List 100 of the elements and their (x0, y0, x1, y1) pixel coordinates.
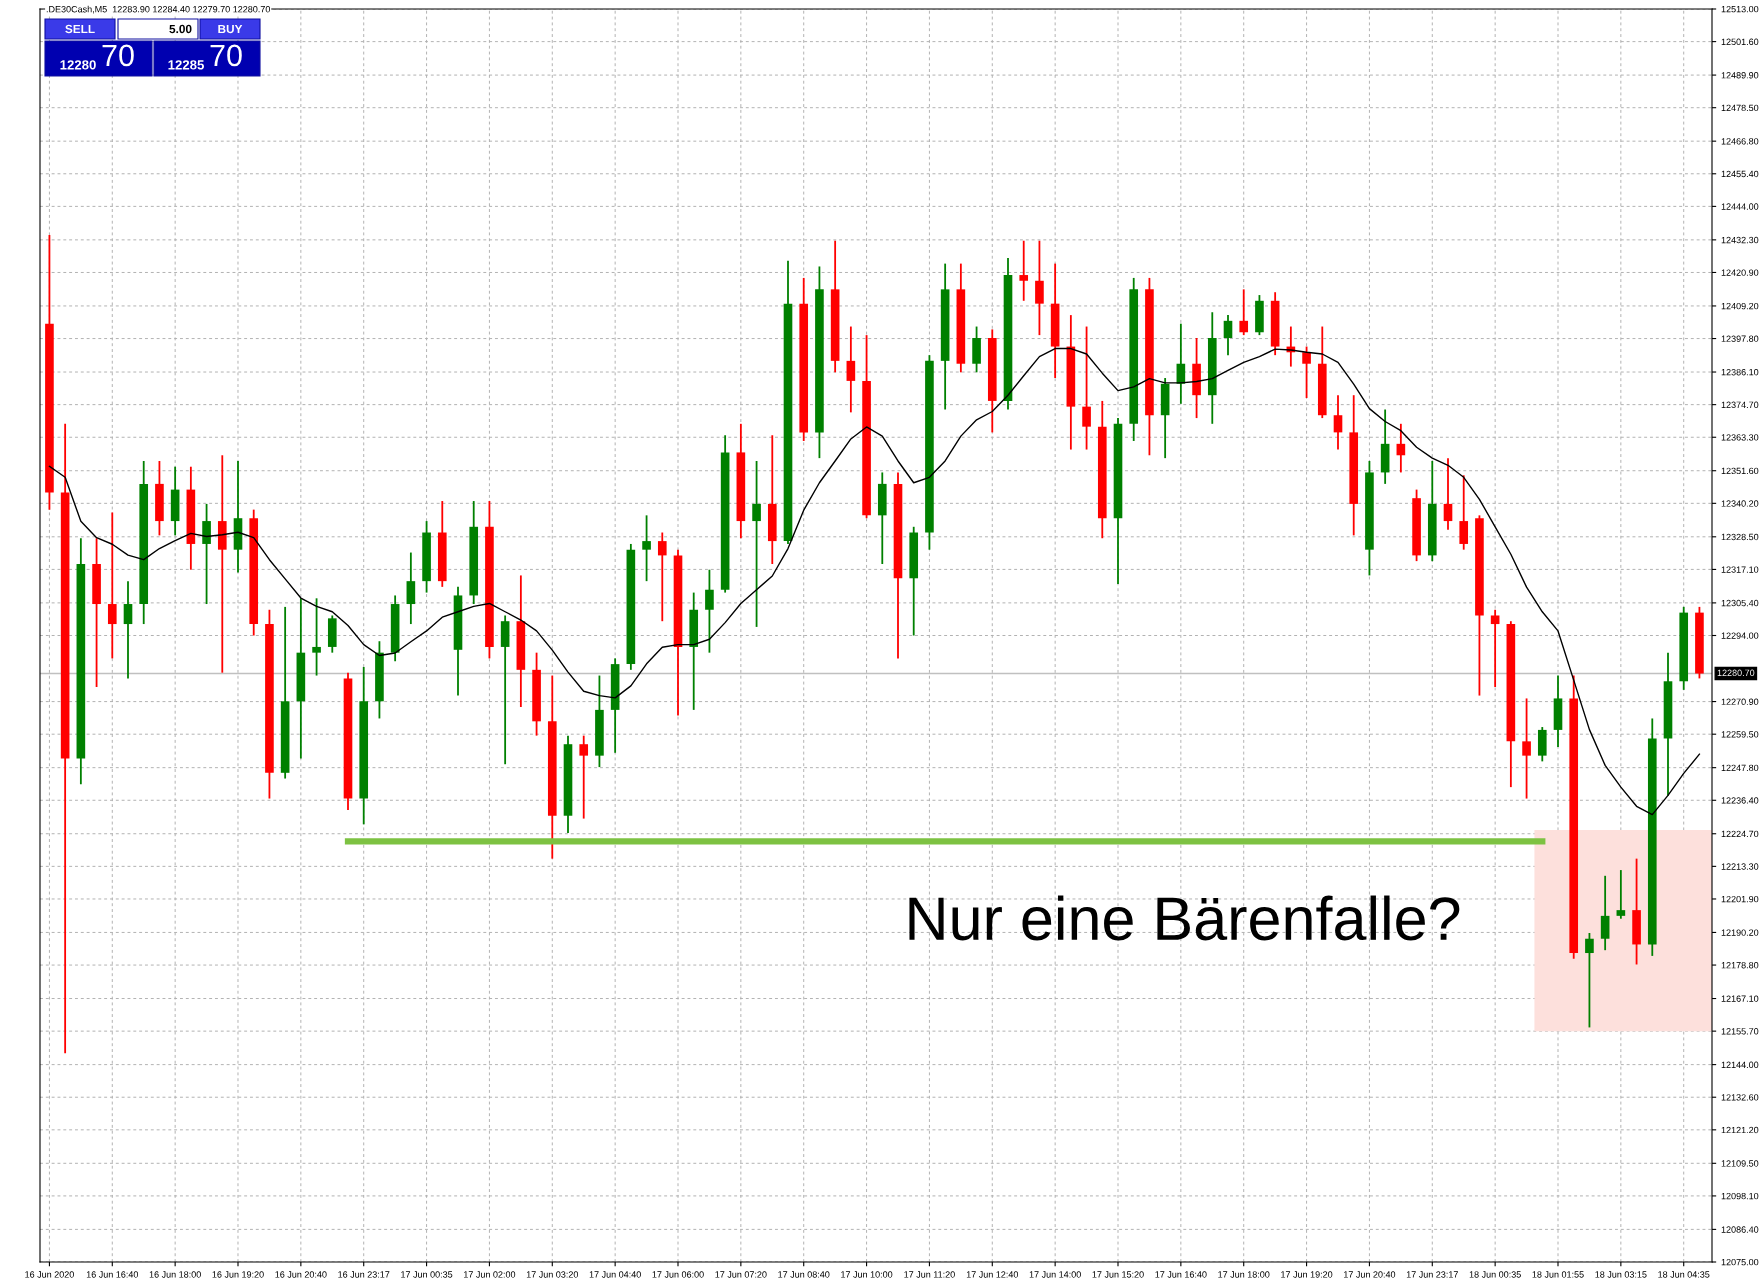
candlestick (579, 734, 589, 820)
candlestick (1522, 697, 1531, 800)
y-tick-label: 12075.00 (1721, 1258, 1759, 1266)
y-tick-label: 12363.30 (1721, 434, 1759, 441)
candlestick (705, 568, 714, 654)
annotation: 5.00 (169, 24, 192, 34)
y-tick-label: 12374.70 (1721, 401, 1759, 408)
ref-line-label: 12280.70 (1717, 669, 1755, 676)
x-tick-label: 17 Jun 10:00 (841, 1271, 893, 1278)
x-tick-label: 17 Jun 02:00 (464, 1271, 516, 1278)
candlestick (1333, 394, 1343, 451)
chart-title: .DE30Cash,M5 12283.90 12284.40 12279.70 12280.70 (46, 5, 271, 14)
candlestick (1035, 239, 1044, 337)
y-tick-label: 12340.20 (1721, 500, 1759, 507)
y-tick-label: 12489.90 (1721, 72, 1759, 79)
candlestick (1082, 325, 1091, 451)
x-tick-label: 17 Jun 12:40 (966, 1271, 1019, 1278)
annotation: 70 (102, 44, 134, 67)
y-tick-label: 12478.50 (1721, 104, 1759, 112)
candlestick (657, 531, 667, 623)
x-tick-label: 16 Jun 2020 (25, 1271, 74, 1278)
candlestick (1616, 869, 1626, 920)
x-tick-label: 17 Jun 00:35 (401, 1271, 453, 1278)
x-tick-label: 16 Jun 19:20 (212, 1271, 264, 1278)
x-tick-label: 17 Jun 16:40 (1155, 1271, 1207, 1278)
x-tick-label: 17 Jun 07:20 (715, 1271, 767, 1278)
x-tick-label: 18 Jun 01:55 (1532, 1271, 1584, 1278)
y-tick-label: 12501.60 (1721, 38, 1759, 45)
y-tick-label: 12247.80 (1721, 764, 1759, 772)
candlestick (846, 325, 856, 414)
y-tick-label: 12144.00 (1721, 1061, 1759, 1068)
y-tick-label: 12259.50 (1721, 731, 1759, 738)
annotation: 70 (210, 44, 242, 67)
candlestick (1490, 608, 1500, 688)
y-tick-label: 12155.70 (1721, 1028, 1759, 1035)
candlestick (1239, 288, 1249, 337)
y-tick-label: 12455.40 (1721, 170, 1759, 178)
line-series (48, 347, 1701, 816)
x-tick-label: 17 Jun 19:20 (1281, 1271, 1333, 1278)
x-tick-label: 17 Jun 15:20 (1092, 1271, 1144, 1278)
y-tick-label: 12086.40 (1721, 1226, 1759, 1233)
y-tick-label: 12167.10 (1721, 995, 1759, 1002)
y-tick-label: 12305.40 (1721, 599, 1759, 607)
x-tick-label: 17 Jun 18:00 (1218, 1271, 1270, 1278)
y-tick-label: 12420.90 (1721, 269, 1759, 276)
annotation: 12285 (168, 60, 204, 70)
y-tick-label: 12178.80 (1721, 962, 1759, 969)
x-tick-label: 18 Jun 04:35 (1658, 1271, 1710, 1278)
y-tick-label: 12109.50 (1721, 1160, 1759, 1167)
x-tick-label: 17 Jun 08:40 (778, 1271, 830, 1278)
candlestick (1443, 457, 1453, 531)
x-tick-label: 16 Jun 16:40 (86, 1271, 139, 1278)
y-tick-label: 12328.50 (1721, 533, 1759, 541)
y-tick-label: 12432.30 (1721, 236, 1759, 244)
annotation: Nur eine Bärenfalle? (909, 895, 1460, 941)
y-tick-label: 12444.00 (1721, 203, 1759, 210)
y-tick-label: 12294.00 (1721, 632, 1759, 639)
candlestick (312, 597, 321, 677)
candlestick (642, 514, 651, 583)
y-tick-label: 12409.20 (1721, 302, 1759, 310)
y-tick-label: 12351.60 (1721, 467, 1759, 475)
x-tick-label: 17 Jun 23:17 (1406, 1271, 1458, 1278)
candlestick (1459, 474, 1469, 551)
y-tick-label: 12466.80 (1721, 138, 1759, 145)
y-tick-label: 12270.90 (1721, 698, 1759, 705)
annotation: BUY (218, 24, 243, 34)
y-tick-label: 12132.60 (1721, 1094, 1759, 1101)
y-tick-label: 12201.90 (1721, 895, 1759, 903)
x-tick-label: 17 Jun 03:20 (526, 1271, 579, 1278)
y-tick-label: 12224.70 (1721, 830, 1759, 838)
x-tick-label: 18 Jun 03:15 (1595, 1271, 1647, 1278)
candlestick (1019, 239, 1029, 302)
x-tick-label: 17 Jun 14:00 (1029, 1271, 1081, 1278)
x-tick-label: 16 Jun 20:40 (275, 1271, 327, 1278)
x-tick-label: 17 Jun 06:00 (652, 1271, 704, 1278)
x-tick-label: 16 Jun 23:17 (338, 1271, 390, 1278)
candlestick (406, 551, 416, 625)
x-tick-label: 17 Jun 04:40 (589, 1271, 641, 1278)
x-tick-label: 17 Jun 20:40 (1344, 1271, 1396, 1278)
annotation: SELL (65, 24, 95, 34)
candlestick (1302, 345, 1311, 399)
x-tick-label: 17 Jun 11:20 (904, 1271, 955, 1278)
y-tick-label: 12397.80 (1721, 335, 1759, 342)
candlestick (202, 503, 211, 605)
y-tick-label: 12236.40 (1721, 797, 1759, 804)
candlestick (752, 460, 761, 628)
y-tick-label: 12190.20 (1721, 929, 1759, 936)
candlestick (1600, 874, 1610, 952)
y-tick-label: 12386.10 (1721, 368, 1759, 376)
x-tick-label: 18 Jun 00:35 (1469, 1271, 1521, 1278)
candlestick (1223, 314, 1233, 357)
annotation: 12280 (60, 60, 96, 70)
candlestick (123, 580, 133, 680)
y-tick-label: 12098.10 (1721, 1192, 1759, 1200)
y-tick-label: 12121.20 (1721, 1126, 1759, 1134)
y-tick-label: 12513.00 (1721, 5, 1759, 13)
candlestick (1585, 932, 1594, 1029)
y-tick-label: 12317.10 (1721, 566, 1759, 573)
candlestick (107, 511, 117, 660)
x-tick-label: 16 Jun 18:00 (149, 1271, 201, 1278)
